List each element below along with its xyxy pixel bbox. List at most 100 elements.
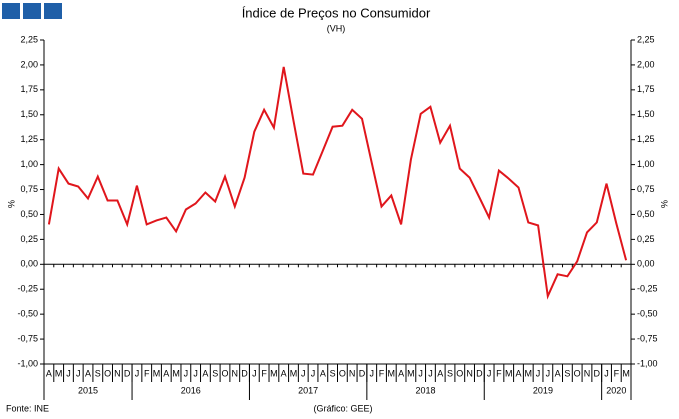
x-tick-label: A [555, 368, 561, 378]
x-tick-label: M [505, 368, 513, 378]
credit: (Gráfico: GEE) [313, 403, 372, 413]
y2-tick-label: 1,50 [637, 109, 655, 119]
x-tick-label: J [428, 368, 433, 378]
x-tick-label: J [193, 368, 198, 378]
x-tick-label: A [202, 368, 208, 378]
x-tick-label: N [584, 368, 591, 378]
x-tick-label: N [466, 368, 473, 378]
x-tick-label: M [388, 368, 396, 378]
chart-title: Índice de Preços no Consumidor [242, 5, 431, 20]
series-line [47, 66, 628, 300]
x-tick-label: N [114, 368, 121, 378]
x-tick-label: D [476, 368, 483, 378]
y-tick-label: 0,00 [20, 259, 38, 269]
x-tick-label: N [232, 368, 239, 378]
x-tick-label: F [496, 368, 502, 378]
y-tick-label: -1,00 [17, 358, 38, 368]
x-tick-label: M [55, 368, 63, 378]
year-label: 2020 [606, 385, 626, 395]
year-label: 2017 [298, 385, 318, 395]
y2-tick-label: 2,25 [637, 34, 655, 44]
x-tick-label: M [290, 368, 298, 378]
x-tick-label: M [622, 368, 630, 378]
x-tick-label: S [564, 368, 570, 378]
x-tick-label: A [515, 368, 521, 378]
x-tick-label: A [85, 368, 91, 378]
y-tick-label: 2,00 [20, 59, 38, 69]
x-tick-label: O [104, 368, 111, 378]
year-label: 2019 [533, 385, 553, 395]
source: Fonte: INE [6, 403, 49, 413]
x-tick-label: S [95, 368, 101, 378]
x-tick-label: A [437, 368, 443, 378]
x-tick-label: A [398, 368, 404, 378]
y-tick-label: 1,25 [20, 134, 38, 144]
x-tick-label: F [614, 368, 620, 378]
y-tick-label: 1,00 [20, 159, 38, 169]
x-tick-label: D [594, 368, 601, 378]
x-tick-label: O [221, 368, 228, 378]
x-tick-label: S [212, 368, 218, 378]
y2-tick-label: 0,25 [637, 234, 655, 244]
chart-subtitle: (VH) [327, 23, 346, 33]
y2-tick-label: -0,50 [637, 309, 658, 319]
y-tick-label: 0,50 [20, 209, 38, 219]
x-tick-label: J [76, 368, 81, 378]
year-label: 2018 [416, 385, 436, 395]
x-tick-label: A [281, 368, 287, 378]
x-tick-label: F [144, 368, 150, 378]
x-tick-label: J [66, 368, 71, 378]
y-tick-label: 0,25 [20, 234, 38, 244]
x-tick-label: M [153, 368, 161, 378]
x-tick-label: D [241, 368, 248, 378]
logo-square [44, 3, 62, 19]
x-tick-label: D [124, 368, 131, 378]
y-tick-label: 1,75 [20, 84, 38, 94]
x-tick-label: S [447, 368, 453, 378]
y-tick-label: -0,75 [17, 333, 38, 343]
x-tick-label: J [604, 368, 609, 378]
y2-tick-label: -1,00 [637, 358, 658, 368]
y2-axis-label: % [659, 200, 669, 208]
x-tick-label: F [261, 368, 267, 378]
y-tick-label: 2,25 [20, 34, 38, 44]
x-tick-label: J [252, 368, 257, 378]
x-tick-label: J [546, 368, 551, 378]
x-tick-label: O [456, 368, 463, 378]
x-tick-label: M [407, 368, 415, 378]
y-tick-label: 0,75 [20, 184, 38, 194]
x-tick-label: F [379, 368, 385, 378]
x-tick-label: J [418, 368, 423, 378]
y2-tick-label: 0,00 [637, 259, 655, 269]
y-tick-label: 1,50 [20, 109, 38, 119]
logo-square [2, 3, 20, 19]
x-tick-label: O [339, 368, 346, 378]
x-tick-label: A [46, 368, 52, 378]
x-tick-label: J [311, 368, 316, 378]
x-tick-label: J [487, 368, 492, 378]
y2-tick-label: 2,00 [637, 59, 655, 69]
x-tick-label: M [525, 368, 533, 378]
x-tick-label: J [184, 368, 189, 378]
y2-tick-label: 1,75 [637, 84, 655, 94]
x-tick-label: N [349, 368, 356, 378]
y-tick-label: -0,25 [17, 284, 38, 294]
x-tick-label: J [135, 368, 140, 378]
y2-tick-label: 0,75 [637, 184, 655, 194]
year-label: 2015 [78, 385, 98, 395]
x-tick-label: O [574, 368, 581, 378]
y2-tick-label: 1,00 [637, 159, 655, 169]
x-tick-label: A [163, 368, 169, 378]
year-label: 2016 [181, 385, 201, 395]
x-tick-label: J [369, 368, 374, 378]
y2-tick-label: -0,25 [637, 284, 658, 294]
y-axis-label: % [6, 200, 16, 208]
y-tick-label: -0,50 [17, 309, 38, 319]
x-tick-label: S [330, 368, 336, 378]
x-tick-label: M [270, 368, 278, 378]
logo-square [23, 3, 41, 19]
y2-tick-label: 0,50 [637, 209, 655, 219]
y2-tick-label: 1,25 [637, 134, 655, 144]
